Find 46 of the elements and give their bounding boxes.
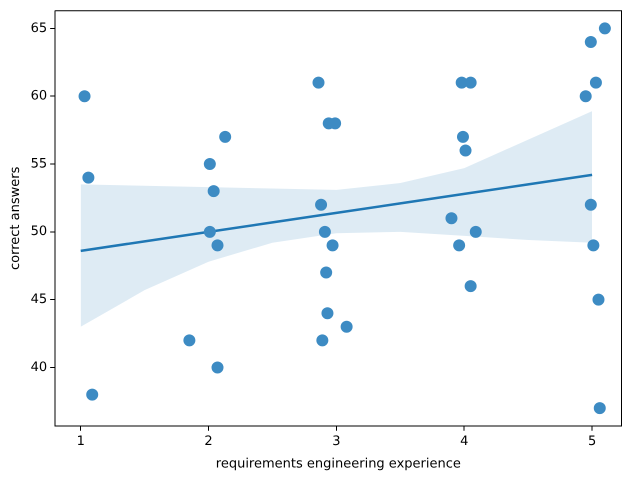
x-axis-title: requirements engineering experience: [216, 456, 461, 472]
point: [584, 198, 597, 211]
x-tick-label: 3: [332, 434, 341, 449]
point: [445, 212, 458, 224]
point: [598, 22, 611, 34]
x-tick-label: 2: [204, 434, 213, 449]
point: [587, 239, 600, 252]
point: [204, 226, 216, 238]
point: [208, 185, 220, 198]
point: [183, 334, 196, 346]
point: [320, 266, 332, 279]
point: [212, 361, 224, 374]
point: [315, 198, 328, 211]
point: [219, 130, 232, 143]
point: [318, 226, 331, 238]
point: [86, 388, 98, 401]
point: [590, 76, 602, 89]
point: [470, 226, 482, 238]
point: [453, 239, 466, 252]
y-tick-label: 65: [30, 20, 48, 36]
y-tick-label: 55: [30, 156, 48, 172]
point: [594, 402, 606, 414]
point: [78, 90, 91, 102]
point: [592, 294, 604, 306]
point: [312, 76, 325, 89]
y-tick-label: 50: [30, 224, 48, 240]
point: [82, 172, 94, 184]
x-tick-label: 4: [460, 434, 468, 449]
x-tick-label: 1: [76, 434, 85, 449]
point: [340, 320, 353, 333]
point: [580, 90, 592, 102]
point: [204, 158, 216, 170]
y-tick-label: 45: [30, 292, 48, 308]
point: [456, 130, 469, 143]
point: [460, 144, 472, 156]
point: [326, 239, 339, 252]
y-tick-label: 40: [30, 360, 48, 375]
x-tick-label: 5: [588, 434, 596, 449]
point: [584, 36, 597, 48]
point: [316, 334, 328, 346]
point: [464, 280, 477, 292]
point: [464, 76, 477, 89]
y-tick-label: 60: [30, 88, 48, 104]
point: [212, 239, 224, 252]
y-axis-title: correct answers: [8, 166, 24, 270]
point: [321, 307, 334, 320]
